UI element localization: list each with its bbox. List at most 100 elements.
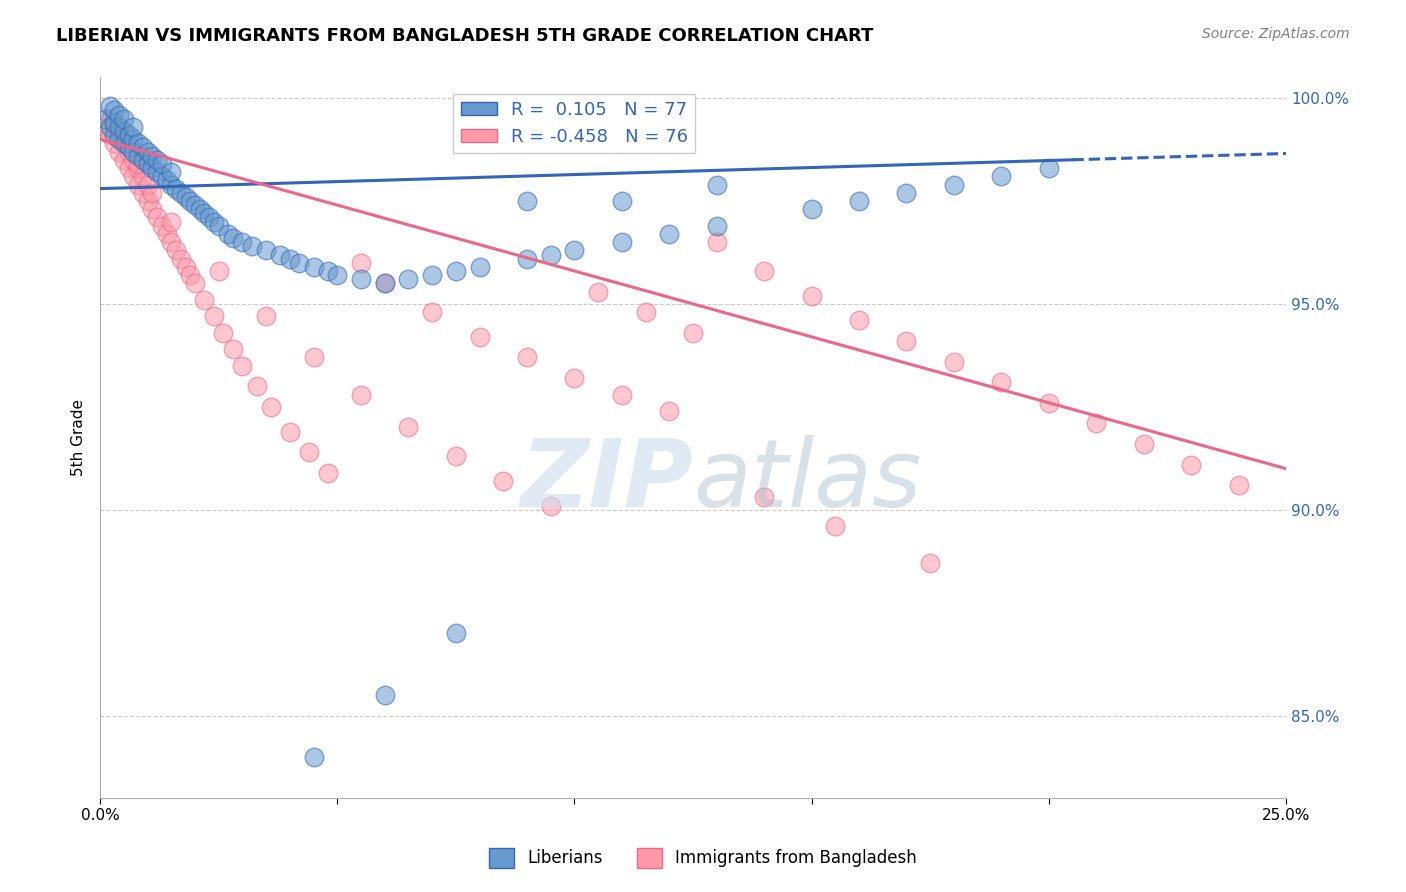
- Point: [706, 178, 728, 192]
- Point: [208, 219, 231, 233]
- Point: [468, 330, 491, 344]
- Point: [202, 310, 225, 324]
- Point: [754, 264, 776, 278]
- Point: [188, 202, 211, 217]
- Point: [350, 272, 373, 286]
- Point: [848, 313, 870, 327]
- Point: [246, 379, 269, 393]
- Point: [122, 145, 145, 159]
- Point: [117, 128, 139, 142]
- Point: [122, 120, 145, 134]
- Point: [350, 387, 373, 401]
- Point: [112, 124, 135, 138]
- Point: [468, 260, 491, 274]
- Point: [193, 293, 215, 307]
- Point: [98, 120, 121, 134]
- Point: [658, 404, 681, 418]
- Point: [682, 326, 704, 340]
- Point: [108, 107, 131, 121]
- Point: [222, 342, 245, 356]
- Point: [132, 153, 155, 167]
- Text: atlas: atlas: [693, 435, 921, 526]
- Point: [141, 202, 163, 217]
- Point: [350, 256, 373, 270]
- Point: [586, 285, 609, 299]
- Point: [98, 128, 121, 142]
- Point: [174, 260, 197, 274]
- Point: [298, 445, 321, 459]
- Point: [170, 186, 193, 200]
- Point: [179, 194, 201, 208]
- Point: [208, 264, 231, 278]
- Point: [165, 181, 187, 195]
- Point: [136, 157, 159, 171]
- Point: [103, 136, 125, 151]
- Point: [146, 165, 169, 179]
- Point: [1227, 478, 1250, 492]
- Point: [122, 169, 145, 184]
- Point: [127, 178, 149, 192]
- Point: [706, 219, 728, 233]
- Point: [302, 260, 325, 274]
- Point: [278, 425, 301, 439]
- Point: [141, 161, 163, 175]
- Point: [170, 252, 193, 266]
- Point: [374, 688, 396, 702]
- Text: LIBERIAN VS IMMIGRANTS FROM BANGLADESH 5TH GRADE CORRELATION CHART: LIBERIAN VS IMMIGRANTS FROM BANGLADESH 5…: [56, 27, 873, 45]
- Point: [444, 626, 467, 640]
- Point: [754, 491, 776, 505]
- Point: [800, 202, 823, 217]
- Point: [122, 132, 145, 146]
- Point: [1180, 458, 1202, 472]
- Point: [990, 375, 1012, 389]
- Point: [516, 351, 538, 365]
- Y-axis label: 5th Grade: 5th Grade: [72, 400, 86, 476]
- Point: [132, 186, 155, 200]
- Point: [127, 136, 149, 151]
- Point: [634, 305, 657, 319]
- Point: [942, 354, 965, 368]
- Point: [326, 268, 349, 282]
- Point: [141, 149, 163, 163]
- Point: [302, 750, 325, 764]
- Point: [136, 194, 159, 208]
- Point: [896, 186, 918, 200]
- Point: [94, 112, 117, 126]
- Point: [302, 351, 325, 365]
- Point: [800, 288, 823, 302]
- Point: [254, 310, 277, 324]
- Point: [136, 145, 159, 159]
- Point: [316, 264, 339, 278]
- Point: [103, 120, 125, 134]
- Point: [103, 128, 125, 142]
- Point: [112, 112, 135, 126]
- Point: [896, 334, 918, 348]
- Point: [122, 153, 145, 167]
- Point: [150, 157, 173, 171]
- Point: [108, 145, 131, 159]
- Point: [420, 305, 443, 319]
- Point: [103, 116, 125, 130]
- Point: [260, 400, 283, 414]
- Point: [1085, 417, 1108, 431]
- Point: [127, 149, 149, 163]
- Point: [610, 194, 633, 208]
- Point: [184, 277, 207, 291]
- Point: [212, 326, 235, 340]
- Point: [174, 190, 197, 204]
- Point: [540, 247, 562, 261]
- Point: [117, 161, 139, 175]
- Point: [420, 268, 443, 282]
- Point: [540, 499, 562, 513]
- Point: [160, 235, 183, 249]
- Point: [288, 256, 311, 270]
- Point: [231, 359, 253, 373]
- Point: [132, 140, 155, 154]
- Point: [1132, 437, 1154, 451]
- Point: [136, 178, 159, 192]
- Point: [165, 244, 187, 258]
- Point: [564, 244, 586, 258]
- Point: [155, 227, 177, 241]
- Point: [516, 252, 538, 266]
- Point: [117, 140, 139, 154]
